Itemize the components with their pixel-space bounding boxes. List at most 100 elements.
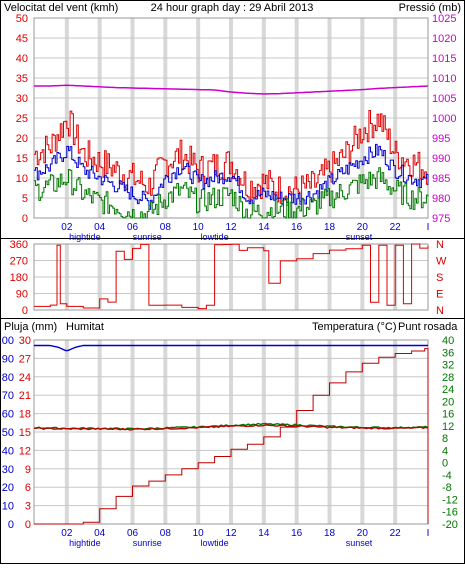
- page-title: 24 hour graph day : 29 Abril 2013: [151, 2, 314, 14]
- plot-border: [33, 17, 429, 219]
- dir-degree-tick: 0: [22, 305, 28, 317]
- temperature-tick: 4: [442, 445, 448, 457]
- dir-compass-tick: S: [436, 272, 443, 284]
- y-right-tick: 995: [432, 133, 450, 145]
- x-tick-label: 10: [193, 222, 205, 233]
- x-tick-label: 10: [193, 528, 205, 539]
- y-left-tick: 10: [16, 173, 28, 185]
- event-label: sunset: [346, 538, 373, 548]
- y-right-tick: 1005: [432, 93, 456, 105]
- event-label: hightide: [69, 538, 101, 548]
- temperature-tick: 36: [442, 347, 454, 359]
- temperature-tick: 32: [442, 360, 454, 372]
- x-tick-label: 22: [390, 528, 402, 539]
- x-tick-label: 22: [390, 222, 402, 233]
- humidity-tick: 60: [2, 409, 14, 421]
- y-right-tick: 1025: [432, 13, 456, 25]
- y-right-tick: 1020: [432, 33, 456, 45]
- x-tick-label: 16: [291, 528, 303, 539]
- x-tick-label: I: [427, 528, 430, 539]
- temperature-tick: 28: [442, 372, 454, 384]
- dir-compass-tick: N: [436, 305, 444, 317]
- x-tick-label: 12: [225, 528, 237, 539]
- temperature-tick: 24: [442, 384, 454, 396]
- x-tick-label: 20: [357, 528, 369, 539]
- temperature-tick: -20: [442, 519, 458, 531]
- rain-tick: 12: [19, 445, 31, 457]
- series-min: [34, 167, 429, 219]
- x-tick-label: 18: [324, 222, 336, 233]
- temperature-tick: -4: [442, 470, 452, 482]
- temperature-tick: -12: [442, 494, 458, 506]
- y-left-tick: 50: [16, 13, 28, 25]
- x-tick-label: 02: [61, 528, 73, 539]
- x-tick-label: 04: [94, 528, 106, 539]
- series-dew-point: [33, 424, 429, 431]
- x-tick-label: 18: [324, 528, 336, 539]
- x-tick-label: 14: [258, 222, 270, 233]
- rain-tick: 18: [19, 409, 31, 421]
- x-tick-label: 16: [291, 222, 303, 233]
- x-tick-label: 14: [258, 528, 270, 539]
- dir-degree-tick: 360: [10, 239, 28, 251]
- dir-degree-tick: 180: [10, 272, 28, 284]
- humidity-tick: 20: [2, 482, 14, 494]
- x-tick-label: 04: [94, 222, 106, 233]
- event-label: hightide: [69, 232, 101, 242]
- y-left-tick: 15: [16, 153, 28, 165]
- rain-tick: 21: [19, 390, 31, 402]
- wind-speed-label: Velocitat del vent (kmh): [4, 2, 118, 14]
- series-wind-direction: [34, 243, 429, 310]
- x-tick-label: 20: [357, 222, 369, 233]
- temperature-tick: 40: [442, 335, 454, 347]
- y-right-tick: 1010: [432, 73, 456, 85]
- temperature-tick: 0: [442, 458, 448, 470]
- y-left-tick: 25: [16, 113, 28, 125]
- event-label: lowtide: [201, 232, 229, 242]
- humidity-tick: 40: [2, 445, 14, 457]
- dir-compass-tick: W: [436, 256, 447, 268]
- humidity-tick: 70: [2, 390, 14, 402]
- y-left-tick: 40: [16, 53, 28, 65]
- event-label: lowtide: [201, 538, 229, 548]
- series-average: [34, 143, 429, 210]
- temperature-tick: -8: [442, 482, 452, 494]
- y-right-tick: 990: [432, 153, 450, 165]
- x-tick-label: 08: [160, 222, 172, 233]
- y-right-tick: 1000: [432, 113, 456, 125]
- rain-tick: 9: [25, 464, 31, 476]
- rain-tick: 6: [25, 482, 31, 494]
- event-label: sunrise: [133, 232, 162, 242]
- rain-tick: 15: [19, 427, 31, 439]
- series-gust: [34, 110, 429, 206]
- temperature-tick: 16: [442, 409, 454, 421]
- x-tick-label: I: [427, 222, 430, 233]
- y-left-tick: 0: [22, 213, 28, 225]
- series-rain: [34, 348, 429, 525]
- dir-degree-tick: 270: [10, 256, 28, 268]
- x-tick-label: 06: [127, 528, 139, 539]
- humidity-tick: 90: [2, 353, 14, 365]
- series-humidity: [34, 344, 428, 352]
- rain-temp-chart: 0102030405060708090100036912151821242730…: [0, 335, 458, 548]
- y-left-tick: 5: [22, 193, 28, 205]
- rain-label: Pluja (mm): [4, 321, 57, 333]
- y-right-tick: 975: [432, 213, 450, 225]
- temperature-tick: 20: [442, 396, 454, 408]
- dir-compass-tick: E: [436, 289, 443, 301]
- dir-compass-tick: N: [436, 239, 444, 251]
- x-tick-label: 02: [61, 222, 73, 233]
- rain-tick: 3: [25, 501, 31, 513]
- y-left-tick: 30: [16, 93, 28, 105]
- y-left-tick: 20: [16, 133, 28, 145]
- humidity-tick: 80: [2, 372, 14, 384]
- humidity-tick: 100: [0, 335, 14, 347]
- rain-tick: 30: [19, 335, 31, 347]
- y-left-tick: 45: [16, 33, 28, 45]
- humidity-tick: 10: [2, 501, 14, 513]
- event-label: sunset: [346, 232, 373, 242]
- series-pressure: [34, 84, 429, 95]
